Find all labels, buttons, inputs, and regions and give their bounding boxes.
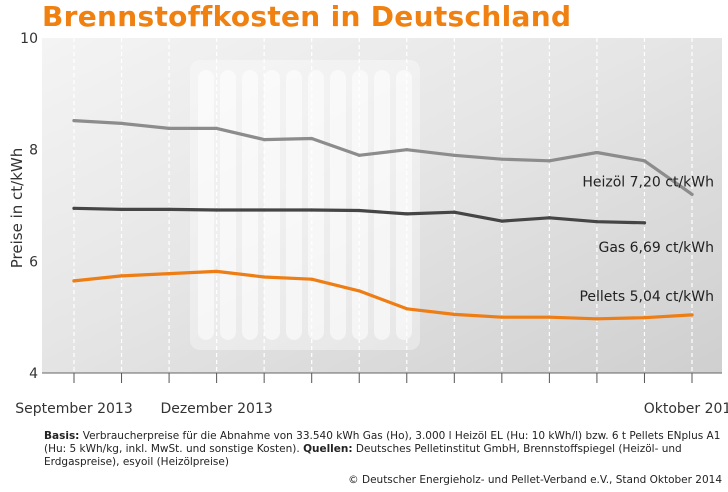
radiator-fin bbox=[396, 70, 412, 340]
data-point bbox=[357, 289, 361, 293]
radiator-fin bbox=[242, 70, 258, 340]
data-point bbox=[547, 159, 551, 163]
data-point bbox=[119, 207, 124, 212]
x-tick-label: Oktober 2014 bbox=[644, 401, 728, 417]
y-tick-label: 8 bbox=[29, 143, 38, 159]
series-line-pellets bbox=[72, 269, 694, 321]
y-tick-label: 10 bbox=[20, 31, 38, 47]
data-point bbox=[452, 153, 456, 157]
series-label-heizöl: Heizöl 7,20 ct/kWh bbox=[582, 174, 714, 190]
footnote: Basis: Verbraucherpreise für die Abnahme… bbox=[44, 430, 724, 469]
series-line-heizöl bbox=[72, 119, 694, 196]
data-point bbox=[642, 221, 647, 225]
radiator-fin bbox=[198, 70, 214, 340]
chart-title: Brennstoffkosten in Deutschland bbox=[42, 0, 572, 33]
series-labels: Heizöl 7,20 ct/kWh Gas 6,69 ct/kWh Pellets… bbox=[579, 174, 714, 305]
data-point bbox=[310, 208, 314, 212]
data-point bbox=[547, 216, 551, 220]
data-point bbox=[405, 148, 409, 152]
data-point bbox=[690, 313, 694, 317]
data-point bbox=[595, 220, 599, 224]
data-point bbox=[452, 312, 456, 316]
axes: 10 8 6 4 September 2013 Dezember 2013 Oktober … bbox=[15, 31, 728, 417]
data-point bbox=[357, 153, 361, 157]
data-point bbox=[500, 315, 504, 319]
series-label-gas: Gas 6,69 ct/kWh bbox=[598, 240, 714, 256]
data-point bbox=[405, 212, 409, 216]
series-label-pellets: Pellets 5,04 ct/kWh bbox=[579, 289, 714, 305]
radiator-fin bbox=[286, 70, 302, 340]
data-point bbox=[167, 126, 171, 131]
radiator-fin bbox=[352, 70, 368, 340]
data-point bbox=[690, 192, 694, 196]
data-point bbox=[262, 138, 266, 142]
data-point bbox=[452, 210, 456, 214]
data-point bbox=[72, 279, 76, 283]
data-point bbox=[262, 275, 266, 279]
basis-label: Basis: bbox=[44, 430, 80, 442]
radiator-fin bbox=[374, 70, 390, 340]
copyright-note: © Deutscher Energieholz- und Pellet-Verb… bbox=[348, 474, 722, 486]
basis-text: Verbraucherpreise für die Abnahme von 33… bbox=[44, 430, 721, 455]
data-point bbox=[595, 317, 599, 321]
data-point bbox=[119, 274, 124, 278]
data-point bbox=[642, 316, 647, 320]
data-point bbox=[262, 208, 266, 212]
x-tick-label: Dezember 2013 bbox=[160, 401, 272, 417]
data-point bbox=[215, 269, 219, 273]
data-point bbox=[405, 307, 409, 311]
data-point bbox=[72, 206, 76, 210]
data-point bbox=[357, 208, 361, 213]
x-tick-label: September 2013 bbox=[15, 401, 132, 417]
radiator-watermark bbox=[190, 60, 420, 350]
data-point bbox=[167, 272, 171, 276]
data-point bbox=[500, 219, 504, 223]
data-point bbox=[310, 136, 314, 141]
radiator-fin bbox=[308, 70, 324, 340]
sources-label: Quellen: bbox=[303, 443, 353, 455]
line-chart: 10 8 6 4 September 2013 Dezember 2013 Oktober … bbox=[8, 31, 728, 417]
radiator-fin bbox=[330, 70, 346, 340]
y-axis-label: Preise in ct/kWh bbox=[8, 148, 26, 268]
data-point bbox=[310, 277, 314, 281]
data-point bbox=[119, 121, 124, 126]
data-point bbox=[500, 157, 504, 161]
series-lines bbox=[72, 119, 694, 321]
data-point bbox=[547, 315, 551, 319]
data-point bbox=[167, 207, 171, 212]
radiator-fin bbox=[220, 70, 236, 340]
y-tick-label: 6 bbox=[29, 254, 38, 270]
data-point bbox=[215, 208, 219, 212]
data-point bbox=[72, 119, 76, 123]
sources-text: Deutsches Pelletinstitut GmbH, Brennstof… bbox=[44, 443, 682, 468]
data-point bbox=[642, 159, 647, 163]
data-point bbox=[215, 126, 219, 131]
radiator-fin bbox=[264, 70, 280, 340]
data-point bbox=[595, 150, 599, 155]
y-tick-label: 4 bbox=[29, 366, 38, 382]
